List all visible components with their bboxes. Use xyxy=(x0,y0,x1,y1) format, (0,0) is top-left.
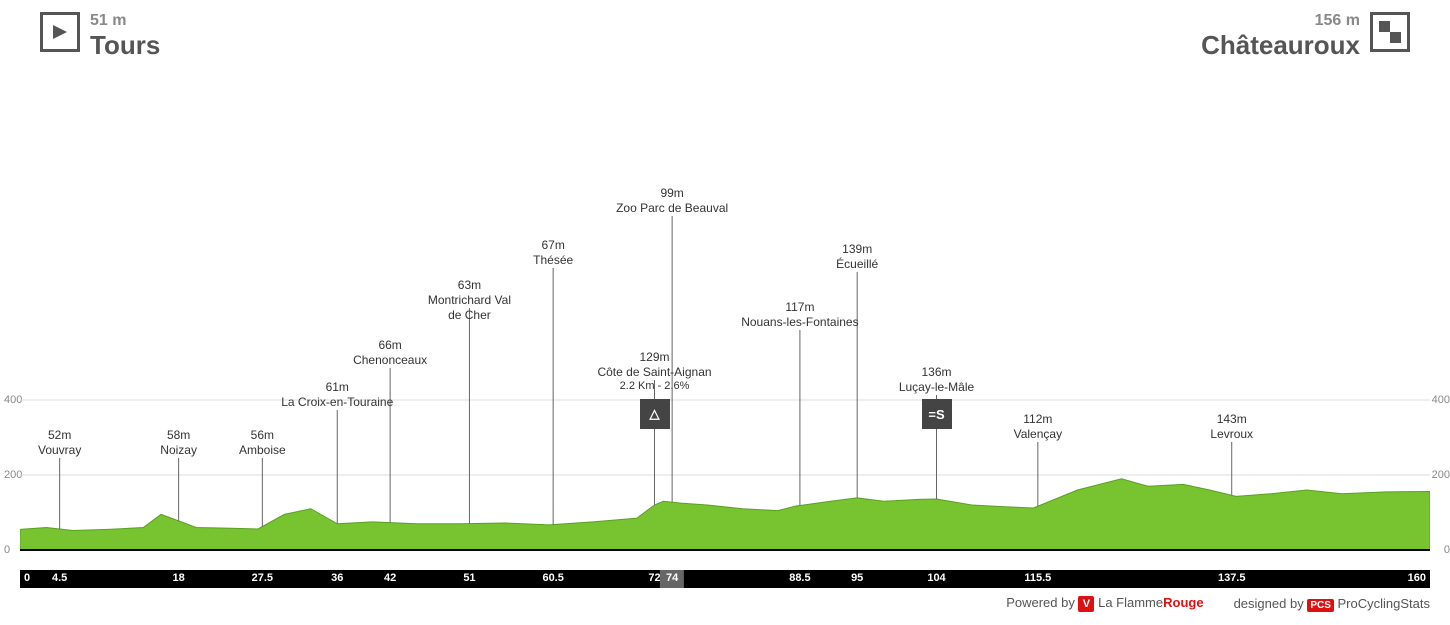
km-tick: 160 xyxy=(1408,572,1426,584)
elevation-profile-chart xyxy=(20,90,1430,570)
finish-city: Châteauroux xyxy=(1201,30,1360,61)
waypoint-label: 63mMontrichard Valde Cher xyxy=(428,278,511,323)
waypoint-label: 143mLevroux xyxy=(1210,412,1253,442)
km-tick: 95 xyxy=(851,572,863,584)
laflammerouge-text: La FlammeRouge xyxy=(1098,595,1203,610)
km-tick: 36 xyxy=(331,572,343,584)
waypoint-label: 67mThésée xyxy=(533,238,573,268)
powered-by-block: Powered by V La FlammeRouge xyxy=(1006,595,1203,612)
climb-marker-icon: △ xyxy=(640,399,670,429)
distance-axis: 0 4.5 18 27.5 36 42 51 60.5 72 88.5 95 104 115.5 137.… xyxy=(20,570,1430,588)
km-highlight: 74 xyxy=(660,570,684,588)
designed-by-block: designed by PCS ProCyclingStats xyxy=(1234,596,1430,611)
waypoint-label: 56mAmboise xyxy=(239,428,286,458)
km-tick: 60.5 xyxy=(542,572,563,584)
start-city: Tours xyxy=(90,30,160,61)
stage-profile-container: 51 m Tours 156 m Châteauroux 0200400 020… xyxy=(0,0,1450,625)
y-tick-right: 400 xyxy=(1432,394,1450,406)
waypoint-label: 129mCôte de Saint-Aignan2.2 Km - 2.6% xyxy=(597,350,711,394)
km-tick: 18 xyxy=(173,572,185,584)
waypoint-label: 112mValençay xyxy=(1014,412,1062,442)
laflammerouge-icon: V xyxy=(1078,596,1094,612)
km-tick: 137.5 xyxy=(1218,572,1246,584)
y-tick-left: 0 xyxy=(4,544,10,556)
waypoint-label: 52mVouvray xyxy=(38,428,81,458)
waypoint-label: 58mNoizay xyxy=(160,428,197,458)
km-tick: 88.5 xyxy=(789,572,810,584)
waypoint-label: 139mÉcueillé xyxy=(836,242,878,272)
attribution-footer: Powered by V La FlammeRouge designed by … xyxy=(20,595,1430,612)
finish-icon xyxy=(1370,12,1410,52)
sprint-marker-icon: =S xyxy=(922,399,952,429)
km-tick: 72 xyxy=(648,572,660,584)
waypoint-label: 61mLa Croix-en-Touraine xyxy=(281,380,393,410)
km-tick: 0 xyxy=(24,572,30,584)
km-tick: 42 xyxy=(384,572,396,584)
waypoint-label: 136mLuçay-le-Mâle xyxy=(899,365,974,395)
start-icon xyxy=(40,12,80,52)
km-tick: 4.5 xyxy=(52,572,67,584)
km-tick: 115.5 xyxy=(1024,572,1051,584)
pcs-text: ProCyclingStats xyxy=(1338,596,1430,611)
waypoint-label: 66mChenonceaux xyxy=(353,338,427,368)
powered-by-label: Powered by xyxy=(1006,595,1075,610)
km-tick: 27.5 xyxy=(252,572,273,584)
waypoint-label: 99mZoo Parc de Beauval xyxy=(616,186,728,216)
km-tick: 51 xyxy=(463,572,475,584)
pcs-icon: PCS xyxy=(1307,599,1334,612)
waypoint-label: 117mNouans-les-Fontaines xyxy=(741,300,858,330)
start-elevation: 51 m xyxy=(90,12,160,30)
stage-start: 51 m Tours xyxy=(40,12,160,61)
y-tick-right: 0 xyxy=(1444,544,1450,556)
stage-finish: 156 m Châteauroux xyxy=(1201,12,1410,61)
km-tick: 104 xyxy=(927,572,945,584)
y-tick-right: 200 xyxy=(1432,469,1450,481)
designed-by-label: designed by xyxy=(1234,596,1304,611)
finish-elevation: 156 m xyxy=(1315,12,1360,30)
